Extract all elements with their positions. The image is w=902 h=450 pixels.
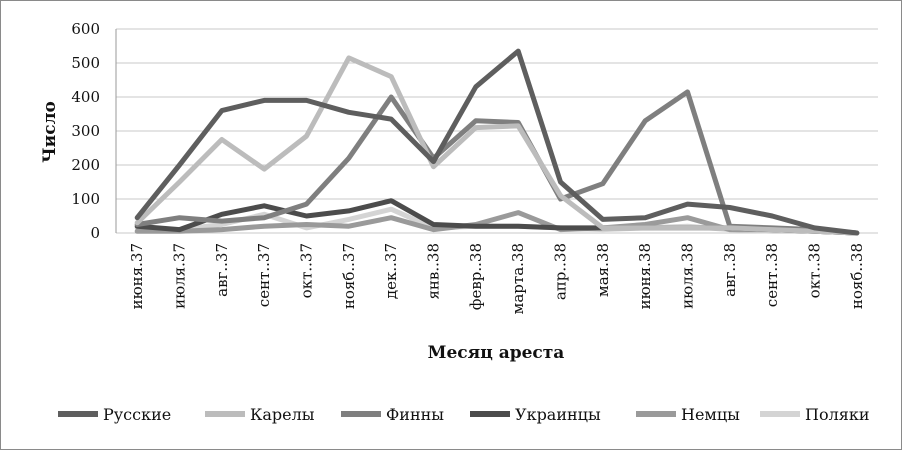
legend-label: Финны bbox=[386, 405, 444, 424]
legend: Русские Карелы Финны Украинцы Немцы Поляки bbox=[58, 405, 870, 424]
legend-label: Украинцы bbox=[515, 405, 601, 424]
x-tick-label: июня.37 bbox=[128, 243, 146, 309]
x-tick-label: февр..38 bbox=[467, 243, 485, 310]
x-tick-label: июля.38 bbox=[679, 243, 697, 309]
legend-item: Карелы bbox=[205, 405, 315, 424]
legend-item: Поляки bbox=[760, 405, 870, 424]
x-tick-label: нояб..38 bbox=[848, 243, 866, 309]
legend-item: Украинцы bbox=[470, 405, 601, 424]
legend-label: Русские bbox=[103, 405, 171, 424]
x-tick-label: апр..38 bbox=[552, 243, 570, 300]
x-tick-label: мая.38 bbox=[594, 243, 612, 297]
grid-lines bbox=[116, 28, 878, 234]
x-axis-ticks: июня.37 июля.37 авг..37 сент..37 окт..37 нояб… bbox=[128, 243, 866, 314]
y-tick-label: 100 bbox=[71, 190, 100, 208]
y-tick-label: 500 bbox=[71, 54, 100, 72]
legend-label: Карелы bbox=[250, 405, 315, 424]
series-line-1 bbox=[134, 48, 860, 236]
y-axis-ticks: 0 100 200 300 400 500 600 bbox=[71, 20, 100, 242]
x-tick-label: июня.38 bbox=[636, 243, 654, 309]
x-tick-label: авг..37 bbox=[213, 243, 231, 297]
y-tick-label: 400 bbox=[71, 88, 100, 106]
y-axis-title: Число bbox=[40, 101, 60, 163]
series-line-2 bbox=[134, 55, 860, 236]
x-tick-label: сент..37 bbox=[255, 243, 273, 307]
x-tick-label: сент..38 bbox=[763, 243, 781, 307]
legend-item: Русские bbox=[58, 405, 171, 424]
y-tick-label: 600 bbox=[71, 20, 100, 38]
x-tick-label: окт..38 bbox=[806, 243, 824, 298]
x-tick-label: янв..38 bbox=[425, 243, 443, 300]
y-tick-label: 300 bbox=[71, 122, 100, 140]
legend-label: Немцы bbox=[681, 405, 740, 424]
x-axis-title: Месяц ареста bbox=[428, 343, 565, 363]
x-tick-label: июля.37 bbox=[171, 243, 189, 309]
legend-item: Немцы bbox=[636, 405, 740, 424]
legend-item: Финны bbox=[341, 405, 444, 424]
x-tick-label: окт..37 bbox=[298, 243, 316, 298]
series-lines bbox=[134, 48, 860, 236]
y-tick-label: 0 bbox=[90, 224, 100, 242]
x-tick-label: нояб..37 bbox=[340, 243, 358, 309]
legend-label: Поляки bbox=[805, 405, 870, 424]
x-tick-label: марта.38 bbox=[509, 243, 527, 314]
x-tick-label: дек..37 bbox=[382, 243, 400, 299]
y-tick-label: 200 bbox=[71, 156, 100, 174]
x-tick-label: авг..38 bbox=[721, 243, 739, 297]
